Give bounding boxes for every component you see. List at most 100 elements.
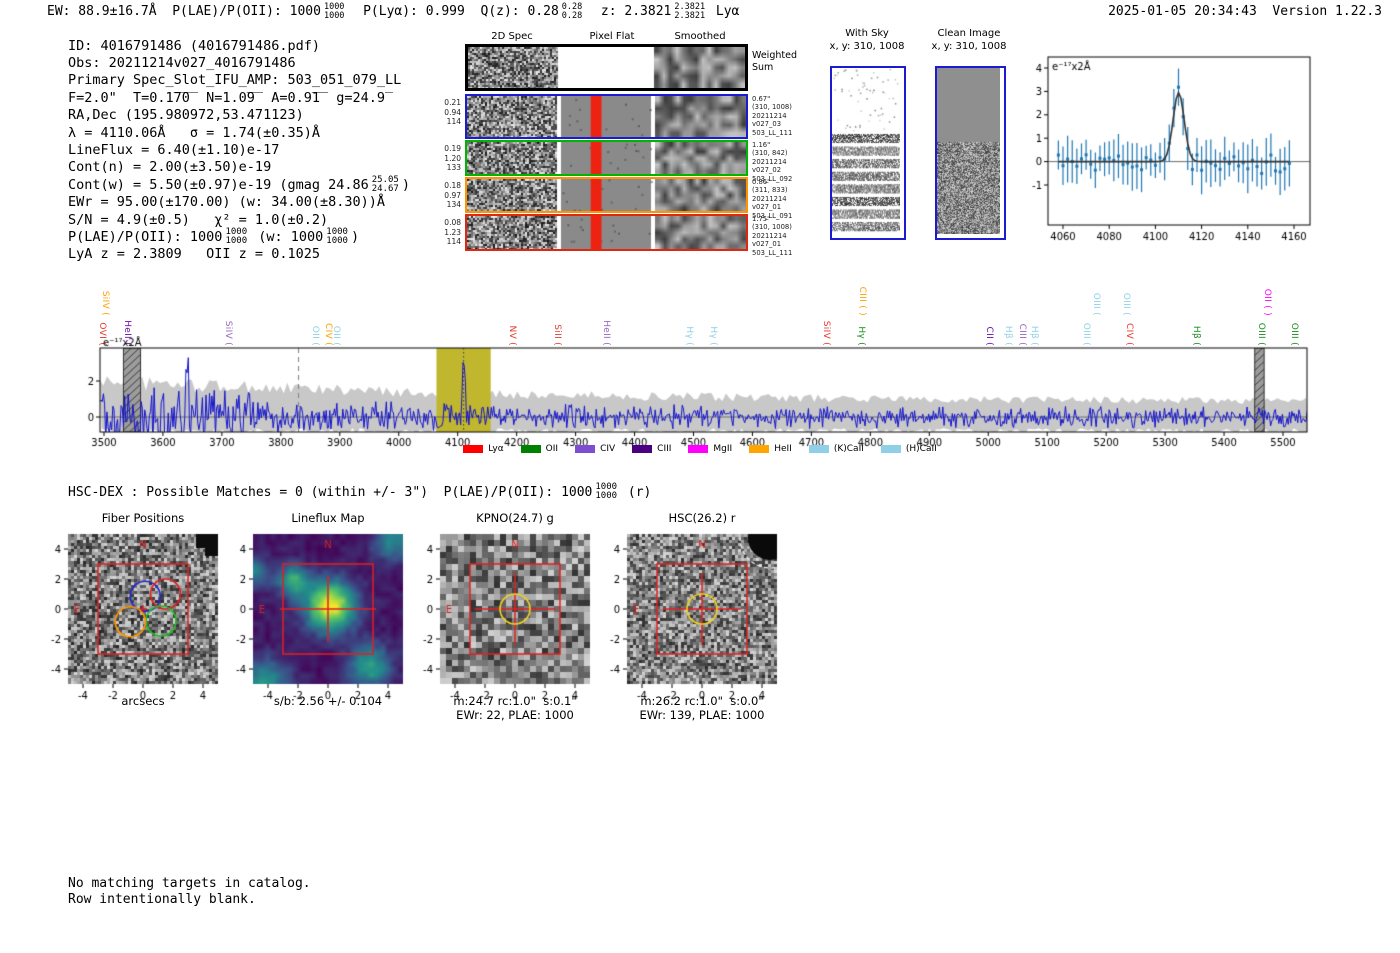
- spec2d-row-left-labels: 0.18 0.97 134: [444, 181, 461, 209]
- spec2d-row-image: [468, 47, 745, 88]
- legend-swatch: [808, 445, 829, 453]
- spec2d-row: [465, 140, 748, 176]
- legend-swatch: [749, 445, 770, 453]
- text-line: RA,Dec (195.980972,53.471123): [68, 107, 304, 124]
- legend-swatch: [688, 445, 709, 453]
- cutout-caption-hsc-r: m:26.2 rc:1.0" s:0.0" EWr: 139, PLAE: 100…: [602, 694, 802, 722]
- spec2d-row-left-labels: 0.08 1.23 114: [444, 218, 461, 246]
- text-line: LyA z = 2.3809 OII z = 0.1025: [68, 246, 320, 263]
- text-line: S/N = 4.9(±0.5) χ² = 1.0(±0.2): [68, 211, 329, 228]
- spec2d-row: [465, 177, 748, 213]
- text-line: Cont(n) = 2.00(±3.50)e-19: [68, 159, 272, 176]
- legend-label: CIV: [600, 444, 616, 454]
- legend-label: OII: [545, 444, 559, 454]
- spec2d-row-right-labels: 0.67" (310, 1008) 20211214 v027_03 503_LL_11…: [752, 95, 793, 137]
- cutout-caption-fiber-positions: arcsecs: [43, 694, 243, 708]
- fiber-positions-cutout: [33, 528, 233, 713]
- detection-info-block: ID: 4016791486 (4016791486.pdf) Obs: 2021…: [68, 37, 410, 263]
- spec2d-row-right-labels: 1.16" (310, 842) 20211214 v027_02 503_LL_092: [752, 141, 793, 183]
- text-line: m:24.7 rc:1.0" s:0.1": [453, 694, 577, 708]
- stacked-fraction: 1000 1000: [323, 2, 345, 21]
- legend-item: (H)CaII: [880, 444, 937, 454]
- legend-swatch: [632, 445, 653, 453]
- spec2d-title-smoothed: Smoothed: [674, 31, 726, 42]
- spec2d-title-2dspec: 2D Spec: [491, 31, 533, 42]
- legend-item: CIV: [575, 444, 615, 454]
- spec2d-row-right-labels: 1.75" (310, 1008) 20211214 v027_01 503_LL_11…: [752, 215, 793, 257]
- text-segment: P(LAE)/P(OII): 1000: [68, 228, 223, 245]
- stacked-fraction: 2.3821 2.3821: [674, 2, 706, 21]
- text-segment: HSC-DEX : Possible Matches = 0 (within +…: [68, 484, 593, 500]
- text-line: EWr = 95.00(±170.00) (w: 34.00(±8.30))Å: [68, 194, 385, 211]
- legend-label: MgII: [713, 444, 733, 454]
- text-line: s/b: 2.56 +/- 0.104: [273, 694, 383, 708]
- spec2d-row: [465, 44, 748, 91]
- hscdex-match-line: HSC-DEX : Possible Matches = 0 (within +…: [68, 483, 651, 501]
- text-segment: (r): [620, 484, 652, 500]
- legend-swatch: [575, 445, 596, 453]
- text-line: x, y: 310, 1008: [931, 40, 1007, 52]
- clean-image: [937, 68, 1000, 234]
- spec2d-row: [465, 94, 748, 139]
- cutout-caption-lineflux-map: s/b: 2.56 +/- 0.104: [228, 694, 428, 708]
- legend-label: (H)CaII: [905, 444, 937, 454]
- text-segment: (w: 1000: [250, 228, 324, 245]
- text-line: F=2.0" T=0.1̅7̅0̅ N=1.0̅9̅ A=0.9̅1̅ g=24…: [68, 89, 385, 106]
- text-line: arcsecs: [121, 694, 165, 708]
- header-datetime: 2025-01-05 20:34:43 Version 1.22.3: [1108, 4, 1382, 19]
- header-summary: EW: 88.9±16.7Å P(LAE)/P(OII): 1000 1000 10…: [47, 3, 739, 20]
- cutout-caption-kpno-g: m:24.7 rc:1.0" s:0.1" EWr: 22, PLAE: 1000: [415, 694, 615, 722]
- text-line: m:26.2 rc:1.0" s:0.0": [640, 694, 764, 708]
- stacked-fraction: 0.28 0.28: [561, 2, 583, 21]
- text-segment: z: 2.3821: [585, 4, 672, 19]
- text-line: Obs: 20211214v027_4016791486: [68, 55, 296, 72]
- text-line: Cont(w) = 5.50(±0.97)e-19 (gmag 24.86 25.…: [68, 174, 410, 194]
- text-line: λ = 4110.06Å σ = 1.74(±0.35)Å: [68, 124, 320, 141]
- text-segment: ): [401, 176, 410, 193]
- emission-line-marker: OIII (: [1091, 292, 1102, 316]
- text-segment: P(LAE)/P(OII): 1000: [172, 4, 321, 19]
- stacked-fraction: 1000 1000: [225, 227, 248, 246]
- legend-item: Lyα: [463, 444, 504, 454]
- legend-swatch: [880, 445, 901, 453]
- spec2d-title-pixelflat: Pixel Flat: [589, 31, 635, 42]
- hsc-r-cutout: [592, 528, 792, 713]
- text-segment: ): [350, 228, 360, 245]
- kpno-g-cutout: [405, 528, 605, 713]
- legend-label: HeII: [774, 444, 792, 454]
- text-line: P(LAE)/P(OII): 1000 1000 1000 (w: 1000 1000…: [68, 227, 410, 246]
- text-line: Row intentionally blank.: [68, 891, 256, 907]
- legend-item: OII: [520, 444, 559, 454]
- full-spectrum-chart: [80, 336, 1320, 466]
- text-segment: P(Lyα): 0.999: [347, 4, 481, 19]
- spec2d-row-image: [467, 179, 746, 211]
- emission-line-marker: SiIV (: [99, 290, 110, 316]
- text-segment: Q(z): 0.28: [480, 4, 559, 19]
- legend-item: HeII: [749, 444, 792, 454]
- legend-swatch: [463, 445, 484, 453]
- text-line: EWr: 139, PLAE: 1000: [639, 708, 765, 722]
- text-segment: Cont(w) = 5.50(±0.97)e-19 (gmag 24.86: [68, 176, 369, 193]
- stacked-fraction: 25.05 24.67: [371, 174, 399, 194]
- spec2d-row-left-labels: 0.19 1.20 133: [444, 144, 461, 172]
- stacked-fraction: 1000 1000: [326, 227, 348, 246]
- legend-label: (K)CaII: [833, 444, 864, 454]
- emission-line-marker: CIII ( ): [857, 286, 868, 316]
- cutout-title-hsc-r: HSC(26.2) r: [668, 511, 736, 525]
- cleanimage-frame: [935, 66, 1006, 240]
- spectrum-legend: Lyα OII CIV CIII MgII HeII (K)CaII (H)CaII: [80, 444, 1320, 454]
- text-line: Primary Spec_Slot_IFU_AMP: 503_051_079_L…: [68, 72, 402, 89]
- stacked-fraction: 1000 1000: [595, 482, 618, 501]
- lineflux-map-cutout: [218, 528, 418, 713]
- withsky-image-frame: [830, 66, 906, 240]
- spec2d-row-left-labels: 0.21 0.94 114: [444, 98, 461, 126]
- text-segment: Lyα: [708, 4, 740, 19]
- spec2d-row: [465, 214, 748, 251]
- text-segment: EW: 88.9±16.7Å: [47, 4, 173, 19]
- text-line: ID: 4016791486 (4016791486.pdf): [68, 37, 320, 54]
- spec2d-row-image: [467, 142, 746, 174]
- spec2d-row-image: [467, 96, 746, 137]
- text-line: x, y: 310, 1008: [829, 40, 905, 52]
- line-fit-inset-chart: [1030, 46, 1330, 244]
- withsky-fiber-image: [832, 68, 900, 234]
